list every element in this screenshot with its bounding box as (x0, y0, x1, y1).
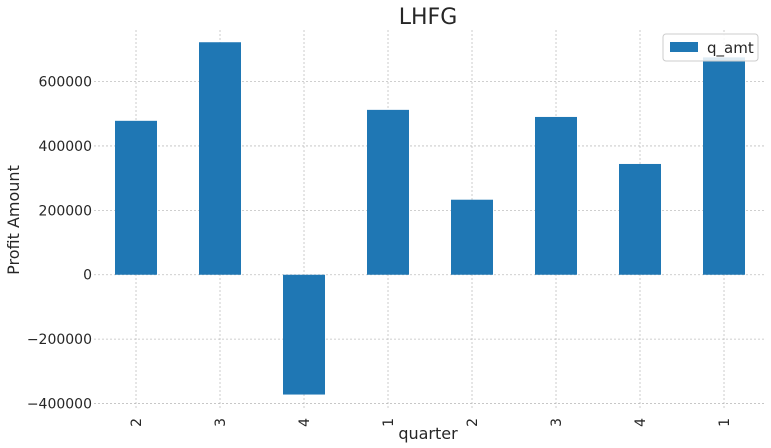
x-tick-label: 3 (549, 418, 565, 427)
y-tick-label: −400000 (27, 397, 92, 413)
x-tick-label: 1 (381, 418, 397, 427)
bar (619, 163, 661, 275)
y-tick-label: 0 (83, 268, 92, 284)
grid (94, 30, 764, 410)
y-tick-labels: −400000 −200000 0 200000 400000 600000 (27, 75, 92, 413)
x-axis-label: quarter (398, 424, 458, 443)
bars (115, 42, 745, 395)
x-tick-label: 2 (129, 418, 145, 427)
legend-label: q_amt (707, 39, 754, 58)
x-tick-label: 2 (465, 418, 481, 427)
x-tick-labels: 2 3 4 1 2 3 4 1 (129, 418, 733, 427)
x-tick-label: 3 (213, 418, 229, 427)
y-tick-label: −200000 (27, 332, 92, 348)
bar (199, 42, 241, 275)
bar (283, 274, 325, 395)
chart-title: LHFG (399, 5, 458, 30)
y-tick-label: 400000 (39, 139, 92, 155)
x-tick-label: 4 (297, 418, 313, 427)
y-tick-label: 600000 (39, 75, 92, 91)
legend-box (662, 33, 759, 62)
y-tick-label: 200000 (39, 203, 92, 219)
legend: q_amt (662, 33, 759, 62)
x-tick-label: 4 (633, 418, 649, 427)
bar (115, 120, 157, 275)
bar (703, 57, 745, 275)
bar (451, 199, 493, 275)
legend-swatch (670, 42, 698, 52)
x-tick-label: 1 (717, 418, 733, 427)
y-axis-label: Profit Amount (4, 165, 23, 275)
bar (535, 116, 577, 275)
bar (367, 109, 409, 275)
